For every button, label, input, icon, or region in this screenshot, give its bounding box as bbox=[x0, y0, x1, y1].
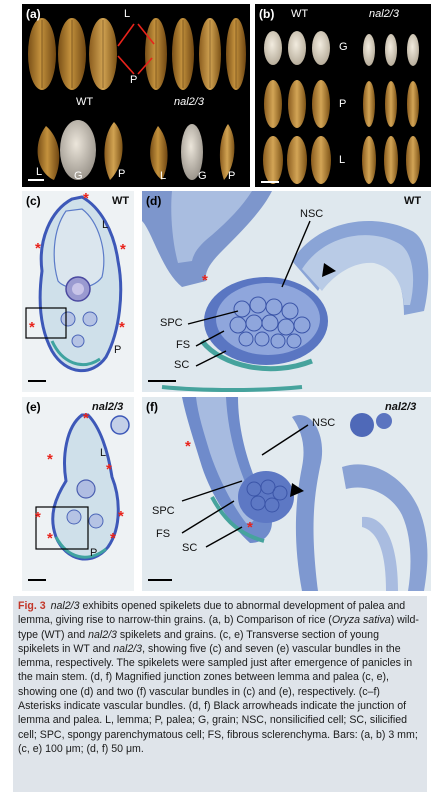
label-nsc-f: NSC bbox=[312, 417, 336, 429]
panel-f-letter: (f) bbox=[146, 400, 158, 414]
vascular-bundle-asterisk: * bbox=[29, 319, 35, 336]
label-a-bottom-l1: L bbox=[36, 166, 43, 178]
caption-text-3: spikelets and grains. (c, e) Transverse … bbox=[18, 628, 379, 655]
label-lemma-c: L bbox=[102, 219, 109, 231]
vascular-bundle-asterisk: * bbox=[118, 508, 124, 525]
vascular-bundle-asterisk: * bbox=[83, 191, 89, 207]
vascular-bundle-asterisk: * bbox=[47, 451, 53, 468]
caption-species: Oryza sativa bbox=[331, 614, 391, 627]
figure-caption: Fig. 3 nal2/3 exhibits opened spikelets … bbox=[13, 596, 427, 792]
panel-a-letter: (a) bbox=[26, 7, 41, 21]
label-nsc-d: NSC bbox=[300, 208, 324, 220]
label-a-bottom-g2: G bbox=[198, 170, 207, 182]
vascular-bundle-asterisk: * bbox=[35, 509, 41, 526]
caption-text-1: exhibits opened spikelets due to abnorma… bbox=[18, 600, 406, 627]
panel-b-letter: (b) bbox=[259, 7, 275, 21]
inset-box-c bbox=[25, 307, 67, 339]
vascular-bundle-asterisk: * bbox=[83, 410, 89, 427]
label-palea-e: P bbox=[90, 547, 98, 559]
junction-arrowhead-f bbox=[290, 483, 304, 497]
label-genotype-f: nal2/3 bbox=[385, 401, 417, 413]
panel-b: (b) WT nal2/3 G P L bbox=[255, 4, 431, 187]
label-lemma-arrow: L bbox=[124, 8, 131, 20]
caption-gene-2: nal2/3 bbox=[88, 628, 117, 641]
vascular-bundle-asterisk: * bbox=[119, 319, 125, 336]
label-row-lemma: L bbox=[339, 154, 346, 166]
panel-a: (a) L P WT nal2/3 L G P L G P bbox=[22, 4, 250, 187]
vascular-bundle-asterisk: * bbox=[120, 241, 126, 258]
panel-d-letter: (d) bbox=[146, 194, 162, 208]
label-palea-c: P bbox=[114, 344, 122, 356]
label-fs-d: FS bbox=[176, 339, 191, 351]
caption-text-4: , showing five (c) and seven (e) vascula… bbox=[18, 642, 418, 755]
label-a-bottom-l2: L bbox=[160, 170, 167, 182]
panel-e-letter: (e) bbox=[26, 400, 41, 414]
inset-box-e bbox=[35, 506, 89, 550]
label-sc-f: SC bbox=[182, 542, 198, 554]
panel-d-micrograph-image bbox=[142, 191, 429, 392]
figure-label: Fig. 3 bbox=[18, 600, 46, 612]
panel-b-seeds-image bbox=[261, 31, 420, 184]
label-row-grain: G bbox=[339, 41, 348, 53]
caption-gene-1: nal2/3 bbox=[50, 600, 80, 612]
label-lemma-e: L bbox=[100, 447, 107, 459]
label-spc-d: SPC bbox=[160, 317, 183, 329]
panel-e: (e) nal2/3 L P * * * * * * * bbox=[22, 397, 134, 591]
panel-d: (d) WT NSC SPC FS SC * bbox=[142, 191, 431, 392]
junction-arrowhead-d bbox=[322, 263, 336, 277]
label-fs-f: FS bbox=[156, 528, 171, 540]
vascular-bundle-asterisk: * bbox=[110, 530, 116, 547]
panel-c-section-image bbox=[25, 195, 123, 382]
vascular-bundle-asterisk: * bbox=[47, 530, 53, 547]
vascular-bundle-asterisk: * bbox=[202, 272, 208, 289]
panel-e-section-image bbox=[28, 413, 130, 581]
label-nal23-a: nal2/3 bbox=[174, 96, 204, 108]
vascular-bundle-asterisk: * bbox=[185, 438, 191, 455]
label-row-palea: P bbox=[339, 98, 347, 110]
panel-c-letter: (c) bbox=[26, 194, 41, 208]
label-sc-d: SC bbox=[174, 359, 190, 371]
vascular-bundle-asterisk: * bbox=[106, 461, 112, 478]
vascular-bundle-asterisk: * bbox=[247, 519, 253, 536]
label-wt-b: WT bbox=[291, 8, 309, 20]
panel-f-micrograph-image bbox=[148, 397, 428, 591]
vascular-bundle-asterisk: * bbox=[35, 240, 41, 257]
panel-c: (c) WT L P * * * * * bbox=[22, 191, 134, 392]
caption-text-2: ) wild-type (WT) and bbox=[18, 614, 419, 641]
label-genotype-d: WT bbox=[404, 195, 422, 207]
label-a-bottom-p2: P bbox=[228, 170, 236, 182]
label-palea-arrow: P bbox=[130, 74, 138, 86]
label-a-bottom-g1: G bbox=[74, 170, 83, 182]
panel-a-seeds-image bbox=[28, 18, 246, 181]
label-genotype-c: WT bbox=[112, 195, 130, 207]
label-nal23-b: nal2/3 bbox=[369, 8, 399, 20]
label-a-bottom-p1: P bbox=[118, 168, 126, 180]
panel-f: (f) nal2/3 NSC SPC FS SC * * bbox=[142, 397, 431, 591]
label-genotype-e: nal2/3 bbox=[92, 401, 124, 413]
label-spc-f: SPC bbox=[152, 505, 175, 517]
caption-gene-3: nal2/3 bbox=[113, 642, 143, 655]
label-wt-a: WT bbox=[76, 96, 94, 108]
